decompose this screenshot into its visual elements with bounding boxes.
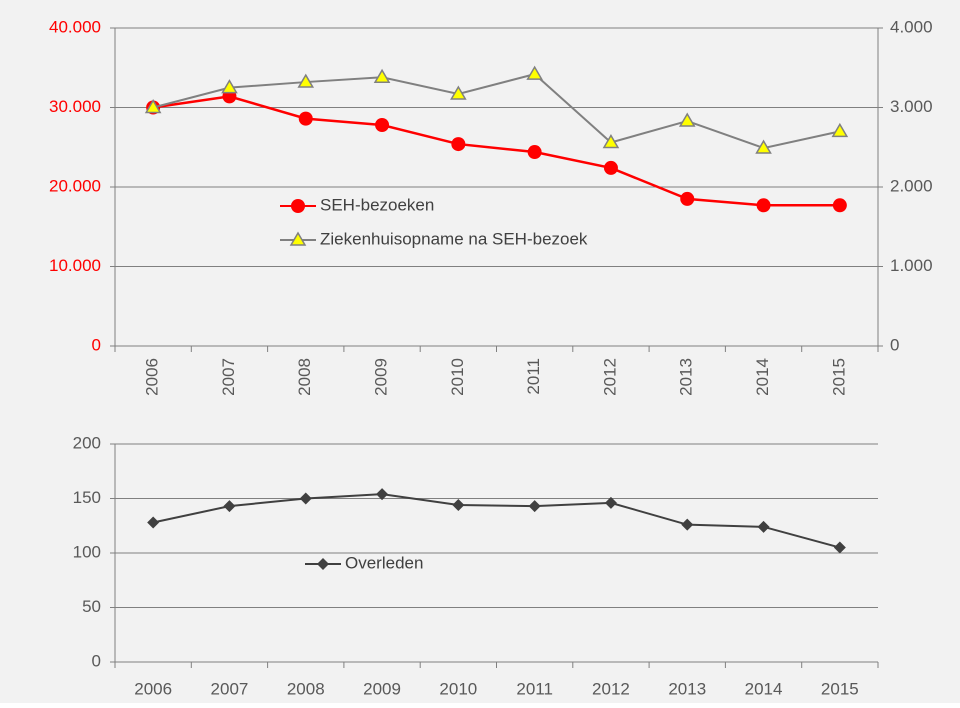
point: [223, 500, 236, 513]
x-tick-label: 2009: [372, 358, 391, 396]
y-tick-label: 0: [92, 651, 101, 670]
y-tick-label: 30.000: [49, 97, 101, 116]
x-tick-label: 2011: [524, 358, 543, 395]
x-tick-label: 2012: [592, 679, 630, 698]
point: [297, 73, 315, 88]
x-tick-label: 2014: [745, 679, 783, 698]
x-tick-label: 2007: [219, 358, 238, 396]
y-tick-label: 20.000: [49, 176, 101, 195]
point: [831, 122, 849, 138]
point: [526, 65, 543, 80]
point: [681, 518, 694, 531]
point: [680, 191, 695, 206]
point: [452, 499, 465, 512]
legend-marker: [289, 231, 307, 246]
legend-label: Overleden: [345, 553, 423, 572]
x-tick-label: 2014: [753, 358, 772, 396]
point: [373, 68, 391, 84]
x-tick-label: 2006: [143, 358, 162, 396]
series-line: [152, 95, 840, 207]
x-tick-label: 2009: [363, 679, 401, 698]
point: [833, 541, 846, 554]
legend-label: Ziekenhuisopname na SEH-bezoek: [320, 229, 588, 248]
point: [527, 145, 542, 160]
y2-tick-label: 1.000: [890, 256, 933, 275]
x-tick-label: 2015: [821, 679, 859, 698]
point: [832, 198, 847, 213]
point: [298, 111, 313, 126]
y2-tick-label: 4.000: [890, 17, 933, 36]
y-tick-label: 150: [73, 488, 101, 507]
x-tick-label: 2008: [295, 358, 314, 396]
point: [528, 500, 541, 513]
x-tick-label: 2012: [600, 358, 619, 396]
point: [756, 198, 771, 213]
x-tick-label: 2010: [439, 679, 477, 698]
x-tick-label: 2015: [829, 358, 848, 396]
legend-label: SEH-bezoeken: [320, 195, 434, 214]
x-tick-label: 2013: [668, 679, 706, 698]
x-tick-label: 2008: [287, 679, 325, 698]
x-tick-label: 2006: [134, 679, 172, 698]
series-line: [152, 73, 841, 150]
x-tick-label: 2013: [677, 358, 696, 396]
x-tick-label: 2011: [516, 679, 553, 698]
point: [757, 520, 770, 533]
point: [678, 112, 696, 127]
y2-tick-label: 3.000: [890, 97, 933, 116]
y-tick-label: 100: [73, 542, 101, 561]
y-tick-label: 40.000: [49, 17, 101, 36]
point: [451, 137, 466, 152]
series-line: [152, 493, 841, 549]
y-tick-label: 50: [82, 597, 101, 616]
point: [144, 99, 162, 114]
legend-marker: [291, 199, 305, 213]
legend-marker: [317, 558, 329, 570]
y-tick-label: 0: [92, 335, 101, 354]
y-tick-label: 10.000: [49, 256, 101, 275]
point: [450, 85, 467, 100]
y-tick-label: 200: [73, 433, 101, 452]
y2-tick-label: 0: [890, 335, 899, 354]
point: [221, 79, 238, 94]
point: [147, 516, 160, 529]
x-tick-label: 2007: [211, 679, 249, 698]
x-tick-label: 2010: [448, 358, 467, 396]
point: [376, 488, 389, 501]
point: [603, 160, 618, 175]
y2-tick-label: 2.000: [890, 176, 933, 195]
point: [299, 492, 312, 505]
point: [755, 139, 772, 154]
point: [604, 496, 617, 509]
point: [602, 133, 620, 149]
point: [375, 117, 390, 132]
